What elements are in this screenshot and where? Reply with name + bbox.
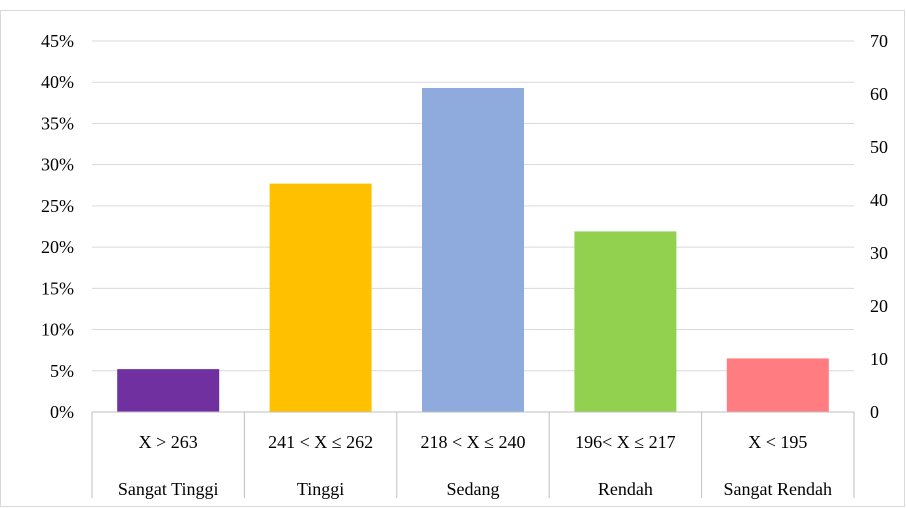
- y-tick-label: 15%: [41, 278, 74, 298]
- y2-tick-label: 70: [870, 31, 888, 51]
- y-tick-label: 25%: [41, 196, 74, 216]
- y-tick-label: 30%: [41, 155, 74, 175]
- bar: [422, 87, 524, 412]
- axes: [91, 411, 855, 498]
- y-tick-label: 35%: [41, 113, 74, 133]
- y2-tick-label: 0: [870, 402, 879, 422]
- category-range-label: 218 < X ≤ 240: [420, 432, 525, 452]
- category-name-label: Sangat Tinggi: [118, 479, 219, 499]
- y2-tick-label: 50: [870, 137, 888, 157]
- bar: [726, 358, 829, 412]
- category-name-label: Tinggi: [297, 479, 344, 499]
- y-tick-label: 10%: [41, 320, 74, 340]
- bar: [269, 183, 372, 412]
- bar: [117, 369, 220, 412]
- category-name-label: Sedang: [447, 479, 500, 499]
- y-tick-label: 0%: [50, 402, 74, 422]
- category-range-label: X > 263: [139, 432, 198, 452]
- y-tick-label: 40%: [41, 72, 74, 92]
- category-labels: X > 263 Sangat Tinggi 241 < X ≤ 262 Tinggi 2…: [118, 432, 832, 499]
- y-tick-label: 5%: [50, 361, 74, 381]
- y2-tick-label: 30: [870, 243, 888, 263]
- y2-tick-label: 10: [870, 349, 888, 369]
- category-range-label: 196< X ≤ 217: [575, 432, 676, 452]
- y2-tick-label: 20: [870, 296, 888, 316]
- y-tick-label: 20%: [41, 237, 74, 257]
- bars: [117, 87, 829, 412]
- y-axis-left-ticks: 0% 5% 10% 15% 20% 25% 30% 35% 40% 45%: [41, 31, 74, 422]
- category-range-label: X < 195: [748, 432, 807, 452]
- category-range-label: 241 < X ≤ 262: [268, 432, 373, 452]
- category-name-label: Sangat Rendah: [724, 479, 832, 499]
- y2-tick-label: 40: [870, 190, 888, 210]
- y2-tick-label: 60: [870, 84, 888, 104]
- category-name-label: Rendah: [598, 479, 653, 499]
- y-axis-right-ticks: 0 10 20 30 40 50 60 70: [870, 31, 888, 422]
- bar: [574, 231, 677, 412]
- y-tick-label: 45%: [41, 31, 74, 51]
